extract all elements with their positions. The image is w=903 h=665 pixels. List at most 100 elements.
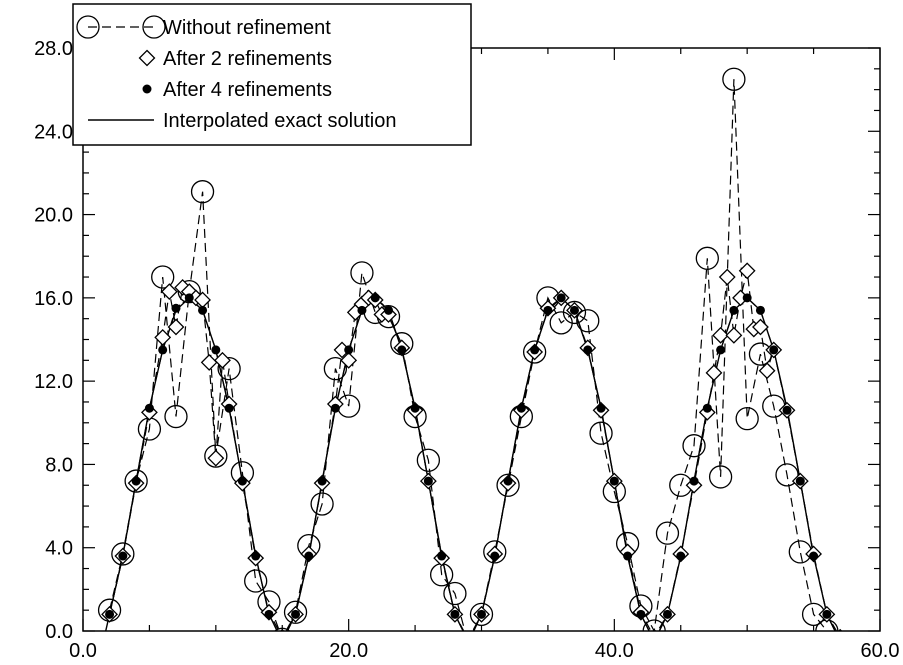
series-after-4-refinements [109,297,836,631]
legend-label: Interpolated exact solution [163,110,397,132]
series-line-without-refinement [109,79,828,631]
data-point [623,551,633,561]
data-point [344,345,354,355]
data-point [795,476,805,486]
data-point [171,303,181,313]
data-point [131,476,141,486]
data-point [291,609,301,619]
data-point [111,542,135,566]
x-tick-label: 20.0 [329,640,368,662]
x-tick-label: 0.0 [69,640,97,662]
data-point [583,345,593,355]
series-layer [97,67,851,654]
data-point [752,318,769,336]
legend-marker [142,15,166,39]
data-point [829,632,851,654]
data-point [516,403,526,413]
data-point [642,619,666,631]
data-point [490,551,500,561]
data-point [589,421,613,445]
data-point [836,637,845,646]
y-tick-label: 28.0 [34,38,73,60]
data-point [543,305,553,315]
data-point [151,265,175,289]
legend-label: After 4 refinements [163,79,332,101]
data-point [437,551,447,561]
data-point [729,305,739,315]
data-point [167,318,185,336]
data-point [198,305,208,315]
data-point [224,403,234,413]
data-point [443,581,467,606]
data-point [317,476,327,486]
legend-item-after-2-refinements: After 2 refinements [138,48,332,70]
data-point [712,326,730,344]
data-point [457,632,479,654]
data-point [278,637,287,646]
data-point [738,262,756,280]
legend-label: Without refinement [163,17,331,39]
data-point [118,551,128,561]
data-point [609,476,619,486]
data-point [556,293,566,303]
data-point [689,476,699,486]
data-point [124,469,148,493]
data-point [207,449,225,467]
data-point [468,630,469,631]
data-point [410,403,420,413]
data-point [650,637,659,646]
series-without-refinement [109,79,828,631]
data-point [722,67,746,91]
data-point [244,569,268,593]
data-point [340,351,358,369]
data-point [397,345,407,355]
data-point [530,345,540,355]
data-point [204,444,228,468]
data-point [211,345,221,355]
data-point [662,609,672,619]
data-point [676,551,686,561]
data-point [477,609,486,619]
data-point [423,476,433,486]
data-point [496,473,520,497]
y-tick-label: 4.0 [45,538,73,560]
data-point [809,551,819,561]
data-point [775,463,799,487]
data-point [769,345,779,355]
data-point [837,628,843,631]
data-point [164,404,188,429]
data-point [384,305,394,315]
data-point [304,551,314,561]
legend-item-without-refinement: Without refinement [76,15,331,39]
data-point [569,305,579,315]
markers-after-4-refinements [105,293,845,646]
data-point [718,268,736,286]
y-tick-label: 8.0 [45,454,73,476]
data-point [144,403,154,413]
data-point [310,492,334,516]
legend-marker [142,84,152,94]
data-point [576,309,600,333]
legend-marker [76,15,100,39]
data-point [105,609,115,619]
y-tick-label: 24.0 [34,121,73,143]
data-point [562,300,587,325]
data-point [177,279,201,304]
y-tick-label: 20.0 [34,205,73,227]
data-point [682,434,706,458]
data-point [483,540,507,564]
data-point [755,305,765,315]
legend-marker [138,49,156,67]
data-point [190,180,215,204]
data-point [237,476,247,486]
data-point [350,261,374,285]
data-point [705,364,723,382]
data-point [702,403,712,413]
data-point [370,293,380,303]
data-point [416,448,441,472]
data-point [184,293,194,303]
data-point [742,293,752,303]
legend-item-after-4-refinements: After 4 refinements [142,79,332,101]
data-point [283,600,308,624]
